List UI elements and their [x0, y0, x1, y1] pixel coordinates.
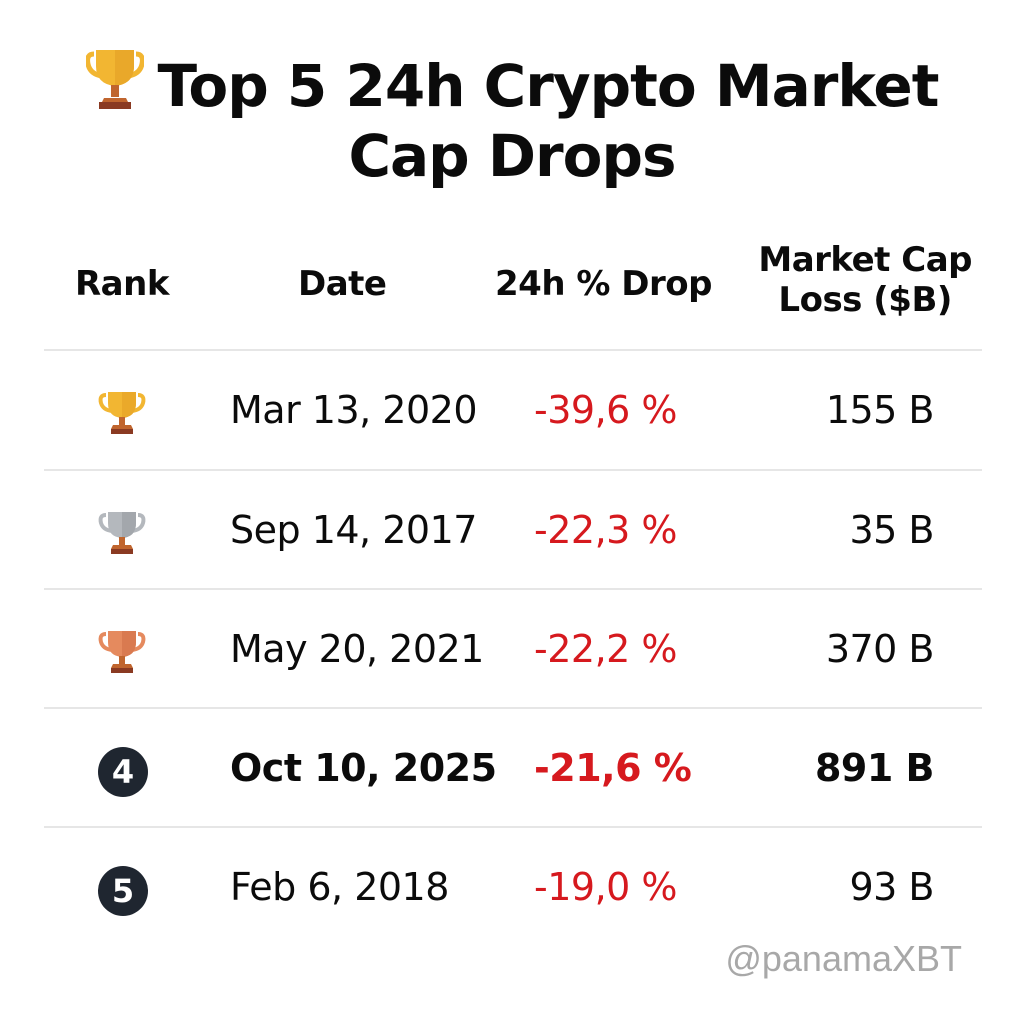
row-loss: 891 B [814, 746, 935, 790]
rank-5-badge-icon: 5 [96, 866, 148, 916]
rank-4-badge-icon: 4 [96, 747, 148, 797]
table-header: Rank Date 24h % Drop Market Cap Loss ($B… [44, 238, 982, 350]
divider [44, 707, 982, 709]
row-date: Oct 10, 2025 [230, 746, 497, 790]
row-date: May 20, 2021 [230, 627, 484, 671]
table-row-highlighted: 4 Oct 10, 2025 -21,6 % 891 B [44, 709, 982, 827]
row-loss: 155 B [825, 388, 935, 432]
row-drop: -39,6 % [534, 388, 678, 432]
row-date: Sep 14, 2017 [230, 508, 477, 552]
bronze-trophy-icon [96, 628, 148, 676]
row-loss: 35 B [849, 508, 934, 552]
title-line-1: Top 5 24h Crypto Market [157, 52, 940, 120]
column-header-drop: 24h % Drop [495, 264, 712, 304]
column-header-loss-line1: Market Cap [758, 240, 972, 280]
row-loss: 93 B [849, 865, 934, 909]
row-date: Mar 13, 2020 [230, 388, 478, 432]
column-header-date: Date [298, 264, 387, 304]
column-header-rank: Rank [75, 264, 169, 304]
row-loss: 370 B [825, 627, 935, 671]
row-drop: -22,2 % [534, 627, 678, 671]
gold-trophy-icon [96, 389, 148, 437]
row-drop: -22,3 % [534, 508, 678, 552]
divider [44, 469, 982, 471]
watermark: @panamaXBT [725, 938, 962, 979]
page-title: Top 5 24h Crypto Market Cap Drops [0, 48, 1024, 191]
table-row: May 20, 2021 -22,2 % 370 B [44, 590, 982, 708]
row-drop: -21,6 % [534, 746, 692, 790]
column-header-loss-line2: Loss ($B) [778, 280, 952, 320]
divider [44, 826, 982, 828]
divider [44, 349, 982, 351]
divider [44, 588, 982, 590]
table-row: Sep 14, 2017 -22,3 % 35 B [44, 471, 982, 589]
column-header-loss: Market Cap Loss ($B) [758, 240, 972, 320]
table-row: Mar 13, 2020 -39,6 % 155 B [44, 351, 982, 469]
row-drop: -19,0 % [534, 865, 678, 909]
row-date: Feb 6, 2018 [230, 865, 449, 909]
title-line-2: Cap Drops [348, 122, 676, 190]
silver-trophy-icon [96, 509, 148, 557]
trophy-icon [84, 48, 145, 110]
table-row: 5 Feb 6, 2018 -19,0 % 93 B [44, 828, 982, 946]
